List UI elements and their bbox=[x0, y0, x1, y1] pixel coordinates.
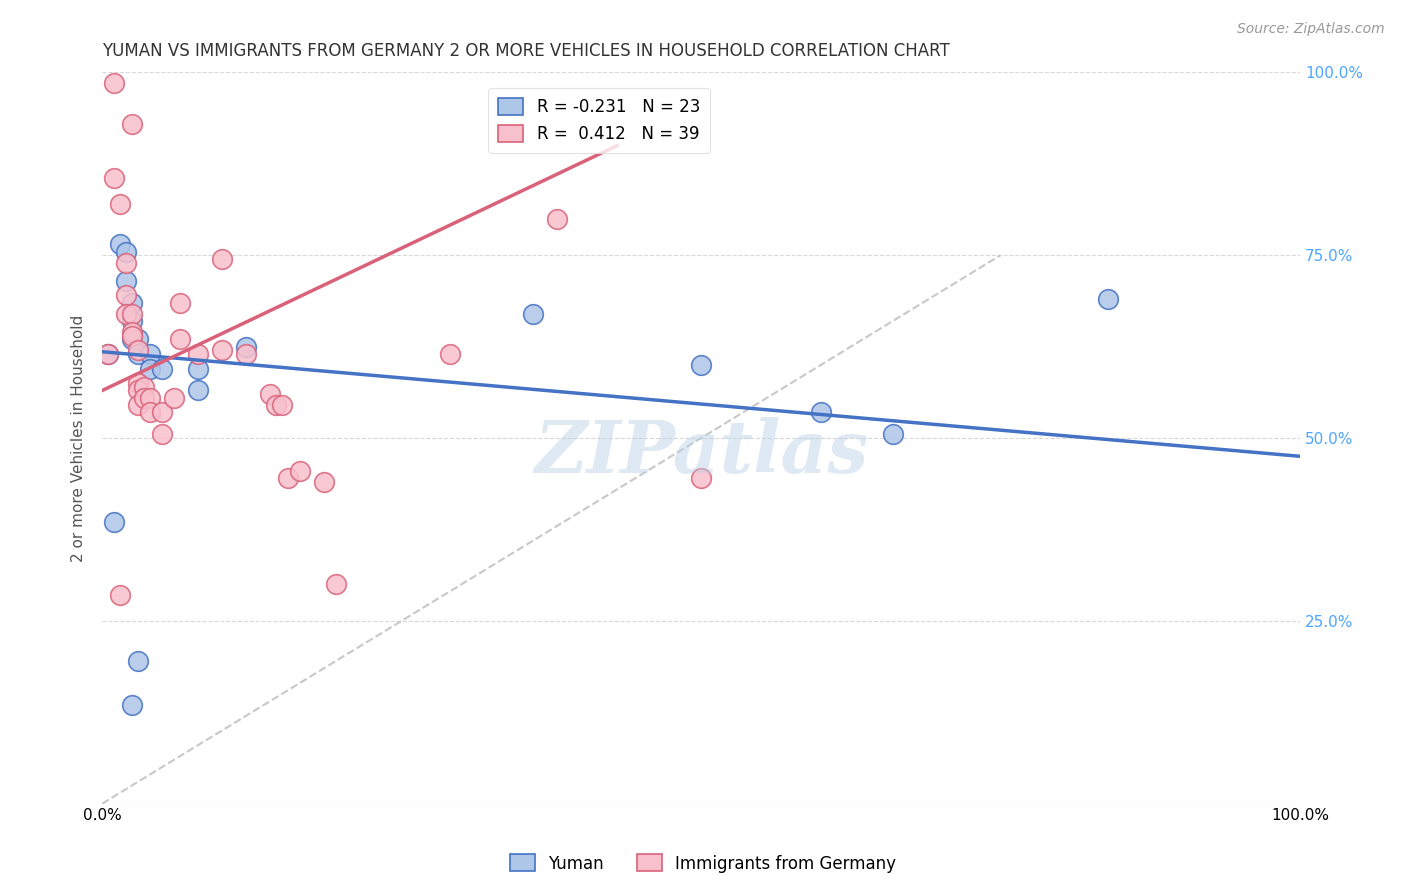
Point bbox=[97, 347, 120, 361]
Point bbox=[121, 328, 143, 343]
Point bbox=[150, 427, 173, 442]
Point bbox=[439, 347, 461, 361]
Point bbox=[187, 384, 209, 398]
Point bbox=[121, 295, 143, 310]
Point bbox=[115, 288, 138, 302]
Y-axis label: 2 or more Vehicles in Household: 2 or more Vehicles in Household bbox=[72, 314, 86, 562]
Point bbox=[121, 117, 143, 131]
Point bbox=[810, 405, 832, 419]
Point bbox=[211, 252, 233, 266]
Point bbox=[127, 347, 149, 361]
Point bbox=[127, 384, 149, 398]
Point bbox=[259, 387, 281, 401]
Point bbox=[134, 391, 156, 405]
Point bbox=[108, 237, 131, 252]
Legend: R = -0.231   N = 23, R =  0.412   N = 39: R = -0.231 N = 23, R = 0.412 N = 39 bbox=[488, 88, 710, 153]
Point bbox=[139, 361, 162, 376]
Point bbox=[270, 398, 292, 412]
Point bbox=[325, 577, 347, 591]
Point bbox=[115, 274, 138, 288]
Point bbox=[163, 391, 186, 405]
Point bbox=[127, 398, 149, 412]
Point bbox=[103, 171, 125, 186]
Point bbox=[882, 427, 904, 442]
Point bbox=[139, 405, 162, 419]
Point bbox=[235, 340, 257, 354]
Point bbox=[312, 475, 335, 489]
Point bbox=[277, 471, 299, 485]
Point bbox=[211, 343, 233, 358]
Point bbox=[121, 698, 143, 712]
Point bbox=[108, 588, 131, 602]
Point bbox=[103, 76, 125, 90]
Point bbox=[169, 332, 191, 346]
Point bbox=[127, 343, 149, 358]
Point bbox=[139, 347, 162, 361]
Point bbox=[1097, 292, 1119, 306]
Point bbox=[169, 295, 191, 310]
Text: YUMAN VS IMMIGRANTS FROM GERMANY 2 OR MORE VEHICLES IN HOUSEHOLD CORRELATION CHA: YUMAN VS IMMIGRANTS FROM GERMANY 2 OR MO… bbox=[103, 42, 950, 60]
Point bbox=[690, 471, 713, 485]
Point bbox=[288, 464, 311, 478]
Text: Source: ZipAtlas.com: Source: ZipAtlas.com bbox=[1237, 22, 1385, 37]
Text: ZIPatlas: ZIPatlas bbox=[534, 417, 868, 488]
Point bbox=[150, 405, 173, 419]
Point bbox=[187, 347, 209, 361]
Point bbox=[546, 211, 568, 226]
Point bbox=[121, 332, 143, 346]
Point bbox=[150, 361, 173, 376]
Point bbox=[139, 391, 162, 405]
Point bbox=[522, 307, 544, 321]
Point bbox=[121, 325, 143, 339]
Point bbox=[103, 515, 125, 529]
Point bbox=[108, 197, 131, 211]
Point bbox=[97, 347, 120, 361]
Point bbox=[187, 361, 209, 376]
Point bbox=[127, 332, 149, 346]
Point bbox=[115, 307, 138, 321]
Point bbox=[264, 398, 287, 412]
Point bbox=[127, 654, 149, 668]
Point bbox=[235, 347, 257, 361]
Legend: Yuman, Immigrants from Germany: Yuman, Immigrants from Germany bbox=[503, 847, 903, 880]
Point bbox=[134, 380, 156, 394]
Point bbox=[127, 376, 149, 391]
Point bbox=[115, 244, 138, 259]
Point bbox=[121, 314, 143, 328]
Point bbox=[115, 255, 138, 269]
Point bbox=[690, 358, 713, 372]
Point bbox=[121, 307, 143, 321]
